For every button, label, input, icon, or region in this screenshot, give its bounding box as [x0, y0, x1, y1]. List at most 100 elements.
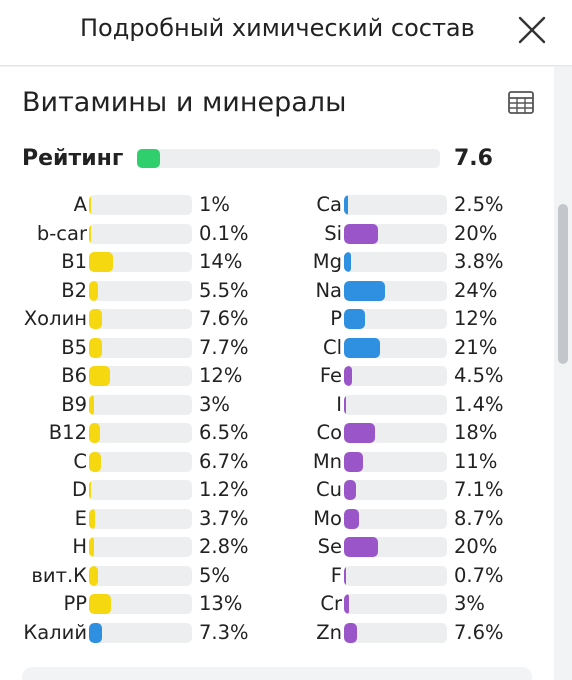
- nutrient-percent: 20%: [454, 221, 498, 245]
- nutrient-bar: [89, 337, 192, 358]
- nutrient-bar: [89, 280, 192, 301]
- nutrient-bar-fill: [344, 622, 358, 643]
- nutrient-percent: 7.6%: [454, 620, 504, 644]
- nutrient-name: H: [72, 535, 87, 558]
- nutrient-percent: 6.5%: [199, 421, 249, 444]
- nutrient-bar-fill: [89, 451, 101, 472]
- vitamins-minerals-card: Витамины и минералы Рейтинг 7.6 A 1% b-car…: [0, 67, 554, 680]
- nutrient-percent: 7.7%: [199, 335, 249, 359]
- nutrient-bar-fill: [89, 394, 95, 415]
- nutrient-name: Cr: [320, 592, 342, 615]
- nutrient-bar: [89, 252, 192, 272]
- nutrient-bar: [89, 622, 192, 643]
- nutrient-percent: 1.4%: [454, 392, 504, 416]
- nutrient-bar-fill: [344, 280, 386, 301]
- nutrient-name: Ca: [316, 193, 342, 216]
- nutrient-bar-fill: [89, 280, 99, 301]
- nutrient-percent: 1%: [199, 193, 230, 216]
- nutrient-name: Zn: [316, 620, 342, 644]
- nutrient-percent: 11%: [454, 449, 498, 473]
- nutrient-bar-fill: [344, 252, 351, 272]
- nutrient-percent: 7.3%: [199, 620, 249, 644]
- nutrient-bar-fill: [344, 309, 365, 329]
- nutrient-bar-fill: [344, 394, 347, 415]
- nutrient-name: Mn: [312, 449, 342, 473]
- nutrient-percent: 13%: [199, 592, 243, 615]
- nutrient-bar-fill: [344, 423, 375, 443]
- rating-bar: [137, 149, 440, 168]
- nutrient-bar-fill: [344, 366, 352, 386]
- nutrient-percent: 3.7%: [199, 506, 249, 530]
- nutrient-name: B2: [61, 278, 87, 302]
- nutrient-percent: 3%: [454, 592, 485, 615]
- nutrient-bar-fill: [344, 537, 379, 557]
- nutrient-percent: 21%: [454, 335, 498, 359]
- nutrient-name: A: [73, 193, 87, 216]
- nutrient-name: Na: [315, 278, 342, 302]
- close-icon[interactable]: [514, 12, 550, 48]
- nutrient-percent: 0.1%: [199, 221, 249, 245]
- nutrient-name: Se: [317, 535, 342, 558]
- next-section-card: [22, 667, 532, 680]
- nutrient-name: I: [336, 392, 342, 416]
- nutrient-bar: [344, 480, 447, 500]
- nutrient-bar-fill: [344, 480, 357, 500]
- nutrient-name: P: [330, 307, 342, 330]
- nutrient-percent: 5%: [199, 563, 230, 587]
- nutrient-bar: [89, 565, 192, 586]
- nutrient-percent: 6.7%: [199, 449, 249, 473]
- nutrient-bar: [344, 423, 447, 443]
- nutrient-name: C: [73, 449, 87, 473]
- nutrient-name: Fe: [319, 364, 342, 387]
- section-heading: Витамины и минералы: [22, 87, 347, 118]
- nutrient-bar-fill: [344, 594, 350, 614]
- nutrient-name: Si: [324, 221, 342, 245]
- nutrient-bar-fill: [89, 195, 91, 215]
- nutrient-bar-fill: [89, 480, 92, 500]
- nutrient-bar: [89, 366, 192, 386]
- nutrient-name: Cu: [316, 478, 342, 501]
- nutrient-name: B6: [61, 364, 87, 387]
- rating-label: Рейтинг: [22, 146, 124, 171]
- nutrient-percent: 5.5%: [199, 278, 249, 302]
- nutrient-percent: 3%: [199, 392, 230, 416]
- nutrient-name: Mg: [312, 250, 342, 273]
- nutrient-name: PP: [63, 592, 87, 615]
- nutrient-name: B1: [61, 250, 87, 273]
- nutrient-percent: 2.5%: [454, 193, 504, 216]
- nutrient-bar: [89, 480, 192, 500]
- nutrient-percent: 4.5%: [454, 364, 504, 387]
- nutrient-name: D: [71, 478, 87, 501]
- nutrient-percent: 18%: [454, 421, 498, 444]
- nutrient-name: B12: [48, 421, 87, 444]
- nutrient-bar: [344, 451, 447, 472]
- nutrient-bar: [89, 195, 192, 215]
- table-icon[interactable]: [507, 89, 535, 117]
- nutrient-bar-fill: [89, 508, 96, 529]
- nutrient-bar-fill: [89, 565, 98, 586]
- nutrient-bar: [344, 280, 447, 301]
- rating-bar-fill: [137, 149, 160, 168]
- nutrient-bar-fill: [344, 508, 359, 529]
- nutrient-percent: 14%: [199, 250, 243, 273]
- nutrient-bar-fill: [89, 423, 101, 443]
- nutrient-percent: 1.2%: [199, 478, 249, 501]
- nutrient-bar: [89, 309, 192, 329]
- nutrient-bar: [344, 195, 447, 215]
- header: Подробный химический состав: [0, 0, 572, 66]
- nutrient-percent: 12%: [199, 364, 243, 387]
- scrollbar[interactable]: [554, 67, 572, 680]
- nutrient-bar-fill: [89, 337, 103, 358]
- nutrient-bar: [344, 366, 447, 386]
- scrollbar-thumb[interactable]: [558, 204, 568, 364]
- nutrient-name: B9: [61, 392, 87, 416]
- nutrient-bar-fill: [344, 337, 381, 358]
- nutrient-bar: [89, 223, 192, 244]
- nutrient-bar-fill: [344, 223, 379, 244]
- nutrient-percent: 2.8%: [199, 535, 249, 558]
- nutrient-bar: [89, 594, 192, 614]
- nutrient-name: Mo: [313, 506, 342, 530]
- nutrient-percent: 3.8%: [454, 250, 504, 273]
- nutrient-bar-fill: [89, 223, 91, 244]
- nutrient-bar: [344, 537, 447, 557]
